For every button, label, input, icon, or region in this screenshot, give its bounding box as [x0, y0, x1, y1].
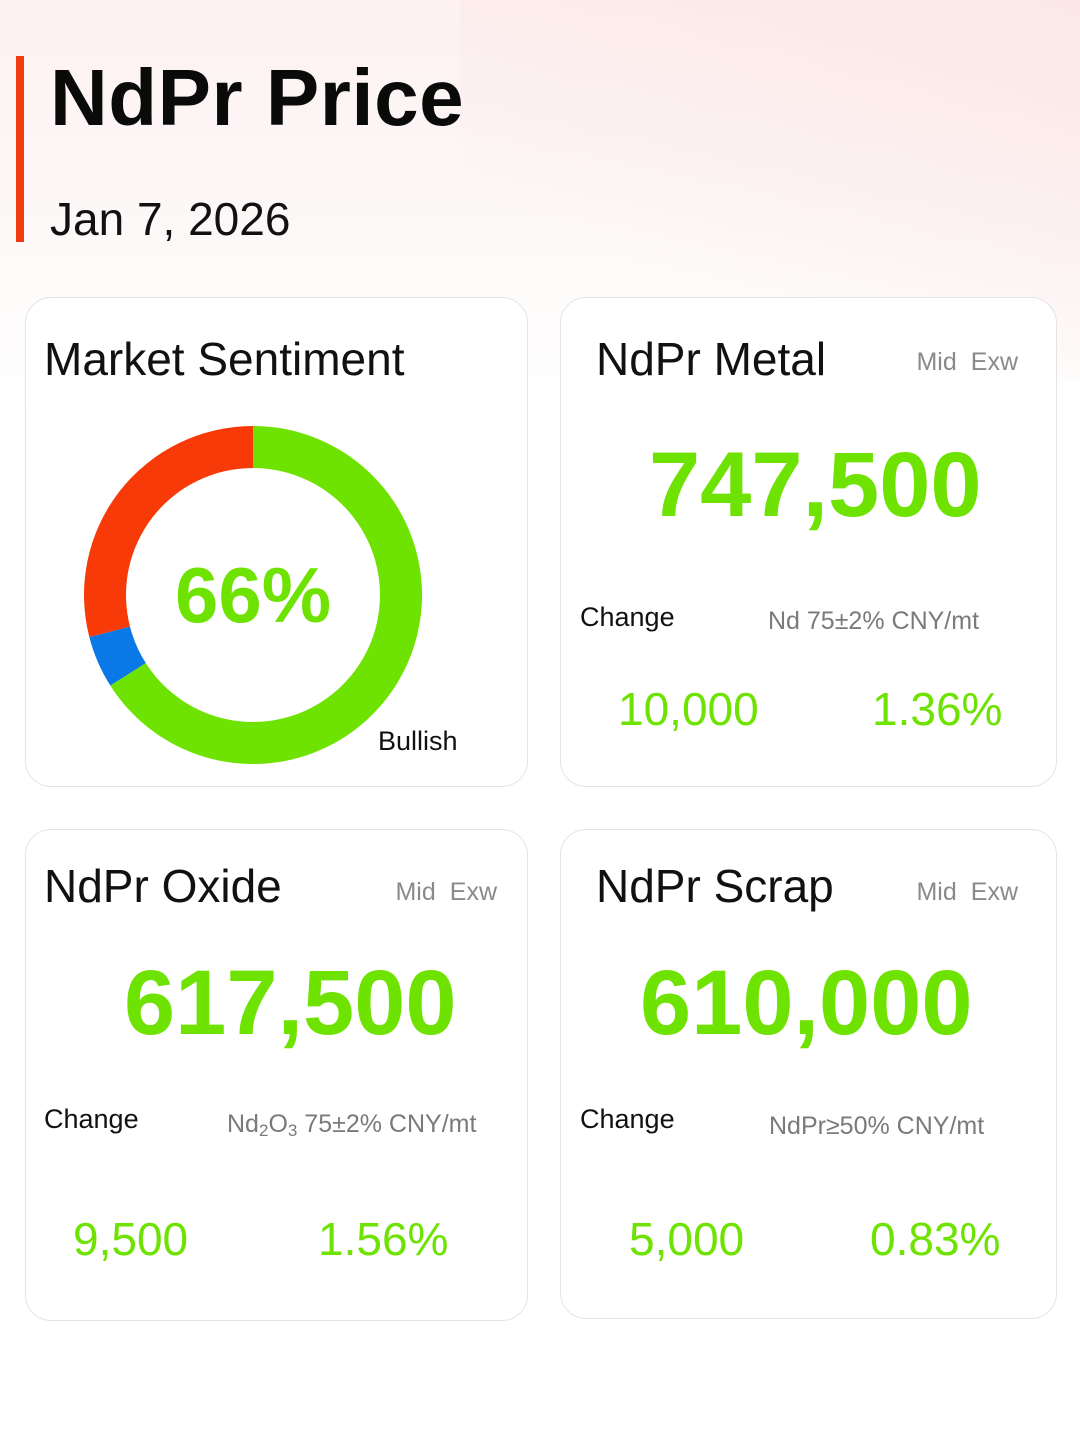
ndpr-oxide-change-label: Change	[44, 1104, 139, 1134]
title-accent-bar	[16, 56, 24, 242]
donut-segment-1	[89, 626, 146, 686]
ndpr-metal-price: 747,500	[649, 434, 982, 536]
tag-exw: Exw	[970, 348, 1018, 376]
tag-mid: Mid	[916, 878, 957, 906]
ndpr-scrap-price: 610,000	[640, 952, 973, 1054]
sentiment-donut-chart	[83, 426, 422, 764]
ndpr-metal-spec: Nd 75±2% CNY/mt	[768, 607, 980, 635]
sentiment-donut: 66%	[82, 424, 424, 766]
ndpr-metal-card: NdPr Metal Mid Exw 747,500 Change Nd 75±2…	[560, 297, 1057, 787]
ndpr-oxide-spec: Nd2O3 75±2% CNY/mt	[227, 1110, 477, 1140]
ndpr-metal-title: NdPr Metal	[596, 333, 827, 385]
ndpr-scrap-tag: Mid Exw	[916, 880, 1018, 905]
tag-exw: Exw	[970, 878, 1018, 906]
spec-rest: 75±2% CNY/mt	[297, 1110, 477, 1138]
tag-mid: Mid	[916, 348, 957, 376]
market-sentiment-card: Market Sentiment 66% Bullish	[25, 297, 528, 787]
tag-mid: Mid	[395, 878, 436, 906]
spec-nd: Nd	[227, 1110, 259, 1138]
ndpr-metal-change-pct: 1.36%	[872, 683, 1003, 735]
page-date: Jan 7, 2026	[50, 193, 291, 245]
spec-sub-3: 3	[287, 1121, 298, 1140]
ndpr-scrap-change-abs: 5,000	[629, 1213, 745, 1265]
spec-o: O	[268, 1110, 288, 1138]
ndpr-oxide-card: NdPr Oxide Mid Exw 617,500 Change Nd2O3 7…	[25, 829, 528, 1321]
tag-exw: Exw	[449, 878, 497, 906]
ndpr-oxide-title: NdPr Oxide	[44, 860, 282, 912]
page-title: NdPr Price	[50, 53, 465, 142]
ndpr-oxide-change-abs: 9,500	[73, 1213, 189, 1265]
ndpr-metal-tag: Mid Exw	[916, 350, 1018, 375]
ndpr-scrap-change-pct: 0.83%	[870, 1213, 1001, 1265]
market-sentiment-title: Market Sentiment	[44, 333, 405, 385]
ndpr-metal-change-label: Change	[580, 602, 675, 632]
ndpr-metal-change-abs: 10,000	[618, 683, 759, 735]
ndpr-oxide-change-pct: 1.56%	[318, 1213, 449, 1265]
ndpr-scrap-spec: NdPr≥50% CNY/mt	[769, 1112, 985, 1140]
ndpr-oxide-price: 617,500	[124, 952, 457, 1054]
sentiment-bullish-label: Bullish	[378, 726, 458, 756]
donut-segment-2	[83, 426, 253, 638]
ndpr-scrap-title: NdPr Scrap	[596, 860, 834, 912]
ndpr-scrap-change-label: Change	[580, 1104, 675, 1134]
ndpr-scrap-card: NdPr Scrap Mid Exw 610,000 Change NdPr≥50…	[560, 829, 1057, 1319]
ndpr-oxide-tag: Mid Exw	[395, 880, 497, 905]
sentiment-percent: 66%	[174, 551, 332, 639]
spec-sub-2: 2	[258, 1121, 269, 1140]
